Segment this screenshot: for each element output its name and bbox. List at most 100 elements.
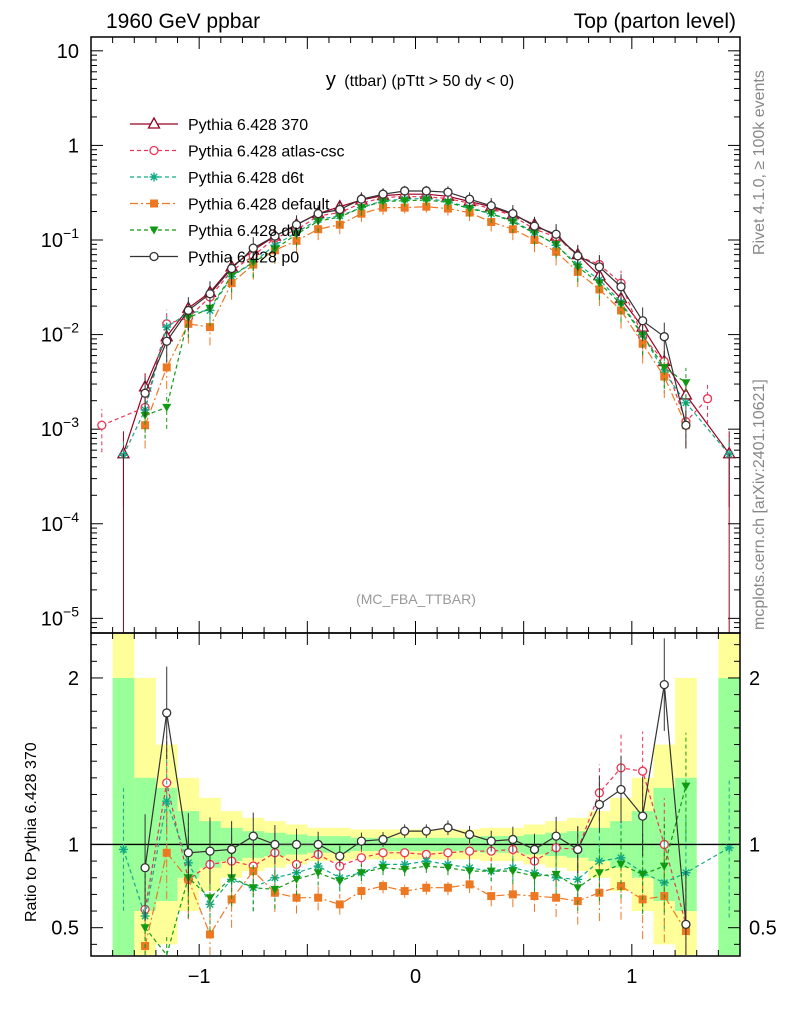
data-point: [292, 236, 301, 245]
data-point: [270, 231, 280, 241]
data-point: [335, 877, 345, 886]
data-point: [724, 843, 734, 853]
data-point: [551, 870, 561, 879]
data-point: [140, 388, 150, 398]
data-point: [183, 848, 194, 858]
legend-label: Pythia 6.428 d6t: [188, 170, 304, 187]
plot-title-sub: (ttbar) (pTtt > 50 dy < 0): [344, 73, 514, 90]
data-point: [356, 194, 367, 204]
data-point: [573, 844, 583, 855]
ratio-ylabel: Ratio to Pythia 6.428 370: [23, 742, 40, 922]
legend: Pythia 6.428 370 Pythia 6.428 atlas-csc Py…: [130, 116, 345, 267]
ratio-y-tick-label-left: 0.5: [51, 918, 79, 940]
data-point: [248, 884, 258, 893]
data-point: [356, 869, 366, 878]
data-point: [314, 893, 323, 902]
data-point: [162, 363, 171, 372]
data-point: [162, 322, 172, 332]
data-point: [183, 305, 194, 316]
data-point: [227, 874, 237, 883]
rivet-version-label: Rivet 4.1.0, ≥ 100k events: [751, 70, 768, 255]
data-point: [141, 421, 150, 430]
data-point: [638, 811, 648, 821]
x-tick-label: 0: [410, 966, 421, 988]
data-point: [487, 892, 496, 901]
data-point: [291, 839, 302, 850]
data-point: [594, 856, 604, 866]
data-point: [573, 251, 583, 261]
data-point: [270, 885, 280, 894]
legend-entry-pythia-6-428-370: Pythia 6.428 370: [130, 116, 308, 134]
data-point: [356, 836, 367, 846]
data-point: [205, 930, 214, 939]
data-point: [443, 864, 453, 873]
data-point: [422, 883, 431, 892]
data-point: [508, 867, 518, 876]
analysis-watermark: (MC_FBA_TTBAR): [356, 591, 476, 607]
data-point: [162, 796, 172, 806]
data-point: [529, 221, 540, 231]
data-point: [681, 919, 691, 930]
data-point: [400, 826, 410, 836]
data-point: [162, 336, 172, 346]
data-point: [249, 867, 258, 876]
data-point: [400, 848, 410, 858]
data-point: [616, 282, 626, 292]
data-point: [400, 865, 410, 874]
data-point: [464, 194, 475, 204]
data-point: [486, 836, 496, 846]
data-point: [205, 289, 215, 299]
data-point: [443, 848, 453, 858]
data-point: [594, 799, 605, 810]
ratio-frame: [90, 632, 741, 957]
data-point: [421, 826, 431, 836]
series-line: [144, 684, 687, 925]
data-point: [552, 893, 561, 902]
data-point: [443, 823, 453, 833]
data-point: [552, 247, 561, 256]
legend-entry-pythia-6-428-atlas-csc: Pythia 6.428 atlas-csc: [130, 144, 345, 161]
legend-entry-pythia-6-428-dw: Pythia 6.428 dw: [130, 223, 302, 240]
data-point: [443, 187, 453, 197]
legend-label: Pythia 6.428 370: [188, 117, 308, 134]
legend-entry-pythia-6-428-default: Pythia 6.428 default: [130, 197, 330, 214]
legend-marker: [149, 226, 159, 235]
data-point: [378, 198, 388, 207]
data-point: [638, 316, 648, 326]
data-point: [140, 863, 150, 873]
data-point: [205, 323, 214, 332]
legend-marker: [150, 199, 158, 208]
legend-label: Pythia 6.428 p0: [188, 250, 299, 267]
data-point: [291, 220, 302, 230]
data-point: [421, 196, 431, 205]
data-point: [659, 862, 669, 871]
y-tick-label: 10−5: [41, 603, 79, 630]
series-pythia-6-428-p0: [140, 185, 691, 449]
data-point: [378, 864, 388, 873]
plot-title: y (ttbar) (pTtt > 50 dy < 0): [326, 69, 514, 91]
data-point: [335, 851, 345, 861]
data-point: [400, 203, 409, 212]
data-point: [465, 867, 475, 876]
data-point: [465, 880, 474, 889]
data-point: [530, 892, 539, 901]
data-point: [162, 708, 172, 718]
header-left-title: 1960 GeV ppbar: [106, 10, 260, 33]
data-point: [681, 782, 691, 791]
data-point: [529, 844, 540, 855]
data-point: [162, 848, 171, 857]
y-tick-label: 10−1: [41, 225, 79, 252]
data-point: [594, 262, 605, 272]
data-point: [616, 784, 626, 795]
data-point: [313, 839, 323, 850]
data-point: [659, 363, 669, 372]
data-point: [378, 834, 388, 845]
mcplots-label: mcplots.cern.ch [arXiv:2401.10621]: [751, 379, 768, 630]
ratio-y-tick-label-right: 0.5: [749, 918, 777, 940]
series-line: [122, 193, 730, 455]
data-point: [379, 882, 388, 891]
data-point: [270, 839, 280, 850]
data-point: [486, 201, 496, 211]
y-tick-label: 1: [68, 135, 79, 157]
